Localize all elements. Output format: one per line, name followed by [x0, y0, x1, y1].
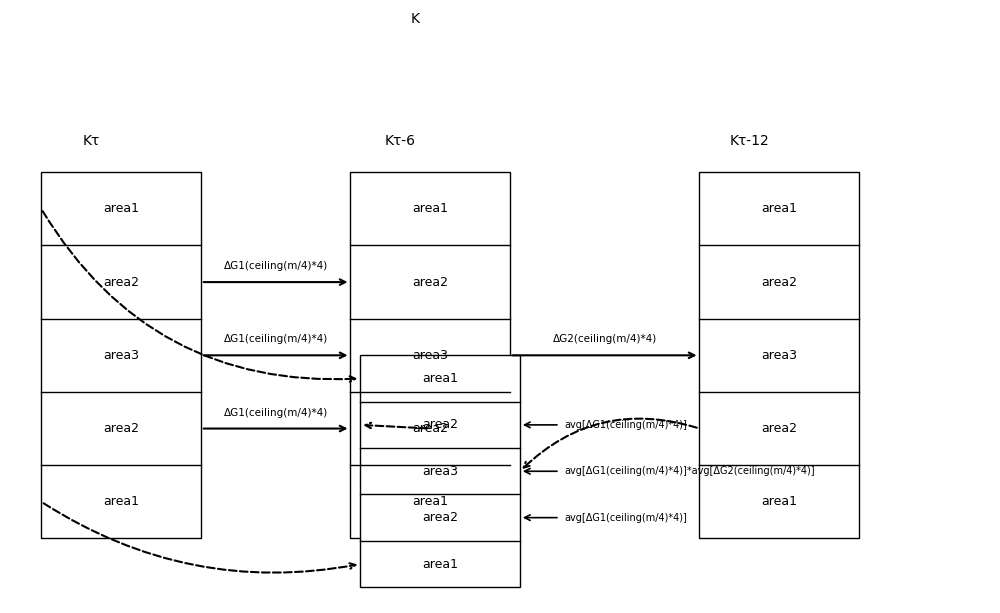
Text: ΔG1(ceiling(m/4)*4): ΔG1(ceiling(m/4)*4) — [224, 261, 328, 271]
Text: area3: area3 — [103, 349, 139, 362]
Text: area1: area1 — [103, 495, 139, 508]
Text: ΔG2(ceiling(m/4)*4): ΔG2(ceiling(m/4)*4) — [553, 334, 657, 345]
Text: area1: area1 — [412, 495, 448, 508]
Text: avg[ΔG1(ceiling(m/4)*4)]: avg[ΔG1(ceiling(m/4)*4)] — [565, 420, 688, 430]
Text: area1: area1 — [422, 372, 458, 385]
Text: area1: area1 — [422, 557, 458, 571]
Text: area2: area2 — [422, 419, 458, 432]
Text: area2: area2 — [103, 276, 139, 289]
Text: area1: area1 — [761, 495, 797, 508]
Text: area3: area3 — [412, 349, 448, 362]
Text: avg[ΔG1(ceiling(m/4)*4)]*avg[ΔG2(ceiling(m/4)*4)]: avg[ΔG1(ceiling(m/4)*4)]*avg[ΔG2(ceiling… — [565, 466, 815, 476]
FancyBboxPatch shape — [360, 356, 520, 587]
Text: area1: area1 — [412, 202, 448, 215]
Text: area2: area2 — [761, 422, 797, 435]
Text: area2: area2 — [761, 276, 797, 289]
Text: ΔG1(ceiling(m/4)*4): ΔG1(ceiling(m/4)*4) — [224, 408, 328, 417]
Text: avg[ΔG1(ceiling(m/4)*4)]: avg[ΔG1(ceiling(m/4)*4)] — [565, 512, 688, 523]
Text: area3: area3 — [422, 465, 458, 478]
Text: Kτ-12: Kτ-12 — [729, 134, 769, 148]
Text: Kτ: Kτ — [83, 134, 100, 148]
Text: K: K — [411, 12, 420, 26]
Text: area1: area1 — [103, 202, 139, 215]
Text: area2: area2 — [412, 276, 448, 289]
FancyBboxPatch shape — [699, 172, 859, 538]
FancyBboxPatch shape — [350, 172, 510, 538]
Text: area1: area1 — [761, 202, 797, 215]
Text: ΔG1(ceiling(m/4)*4): ΔG1(ceiling(m/4)*4) — [224, 334, 328, 345]
FancyBboxPatch shape — [41, 172, 201, 538]
Text: area2: area2 — [422, 511, 458, 524]
Text: Kτ-6: Kτ-6 — [385, 134, 416, 148]
Text: area3: area3 — [761, 349, 797, 362]
Text: area2: area2 — [412, 422, 448, 435]
Text: area2: area2 — [103, 422, 139, 435]
